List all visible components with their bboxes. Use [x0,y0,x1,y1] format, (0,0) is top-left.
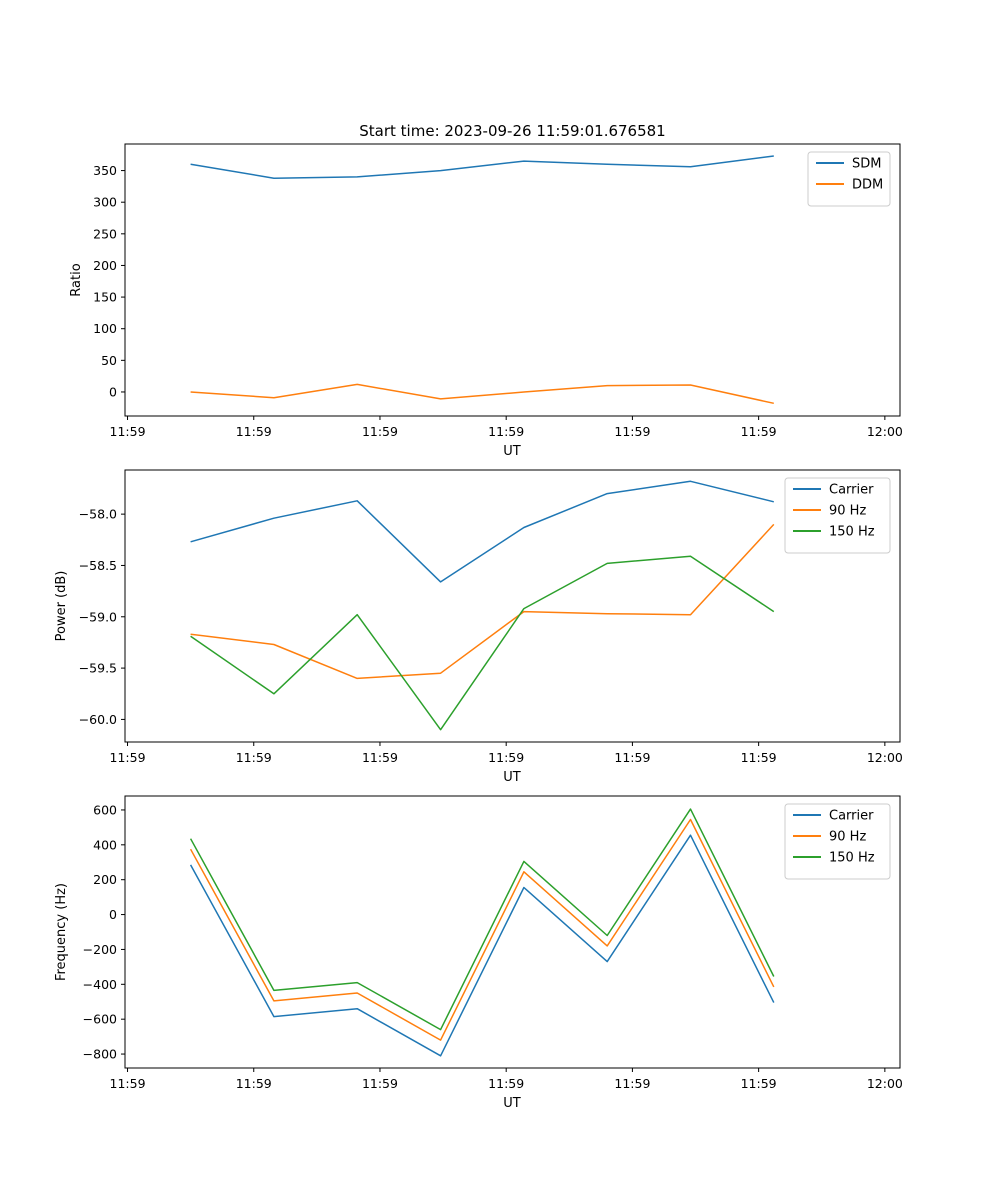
y-tick-label: 50 [101,353,117,368]
series-line-ddm [190,383,774,405]
x-tick-label: 11:59 [110,750,146,765]
legend-entry: 150 Hz [829,525,875,540]
y-tick-label: 250 [93,226,117,241]
y-tick-label: 150 [93,290,117,305]
legend-entry: SDM [852,157,881,172]
x-tick-label: 11:59 [488,750,524,765]
x-tick-label: 11:59 [110,424,146,439]
series-line-sdm [190,155,774,179]
x-tick-label: 11:59 [741,1076,777,1091]
legend-box [784,477,891,554]
y-tick-label: 200 [93,258,117,273]
x-tick-label: 11:59 [236,750,272,765]
legend-entry: Carrier [829,483,874,498]
x-tick-label: 11:59 [614,424,650,439]
x-tick-label: 11:59 [614,750,650,765]
y-tick-label: 600 [93,802,117,817]
x-axis-label: UT [503,444,521,459]
x-tick-label: 11:59 [236,1076,272,1091]
x-axis-label: UT [503,1096,521,1111]
y-tick-label: −800 [83,1047,117,1062]
x-tick-label: 12:00 [867,424,903,439]
x-tick-label: 11:59 [614,1076,650,1091]
x-tick-label: 11:59 [110,1076,146,1091]
x-tick-label: 11:59 [741,750,777,765]
y-tick-label: 200 [93,872,117,887]
y-tick-label: 100 [93,321,117,336]
x-tick-label: 11:59 [741,424,777,439]
x-tick-label: 11:59 [362,424,398,439]
x-tick-label: 11:59 [488,424,524,439]
y-tick-label: −59.5 [79,661,117,676]
legend-entry: 150 Hz [829,851,875,866]
x-axis-label: UT [503,770,521,785]
y-tick-label: −600 [83,1012,117,1027]
y-tick-label: −60.0 [79,712,117,727]
series-line-carrier [190,480,774,583]
series-line-150-hz [189,808,775,1031]
y-tick-label: 350 [93,163,117,178]
legend-entry: 90 Hz [829,830,866,845]
y-tick-label: −200 [83,942,117,957]
x-tick-label: 11:59 [362,750,398,765]
series-line-90-hz [190,523,775,680]
x-tick-label: 11:59 [362,1076,398,1091]
legend-box [784,803,891,880]
axes-frame [124,795,901,1069]
y-tick-label: −58.5 [79,558,117,573]
x-tick-label: 12:00 [867,1076,903,1091]
legend: Carrier 90 Hz 150 Hz [784,803,891,880]
legend-box [807,151,891,207]
axes-frame [124,469,901,743]
series-line-carrier [189,834,775,1057]
y-tick-label: −59.0 [79,609,117,624]
chart-panel-1: 11:59 11:59 11:59 11:59 11:59 11:59 12:00 0 50 10… [69,143,903,459]
x-tick-label: 11:59 [488,1076,524,1091]
y-tick-label: 0 [109,384,117,399]
y-tick-label: 0 [109,907,117,922]
figure-title: Start time: 2023-09-26 11:59:01.676581 [359,122,665,140]
legend-entry: Carrier [829,809,874,824]
legend: SDM DDM [807,151,891,207]
y-axis-label: Frequency (Hz) [54,883,69,981]
y-tick-label: 300 [93,195,117,210]
y-tick-label: −400 [83,977,117,992]
legend: Carrier 90 Hz 150 Hz [784,477,891,554]
legend-entry: DDM [852,178,883,193]
x-tick-label: 11:59 [236,424,272,439]
x-tick-label: 12:00 [867,750,903,765]
axes-frame [124,143,901,417]
y-tick-label: 400 [93,837,117,852]
y-axis-label: Power (dB) [54,571,69,642]
legend-entry: 90 Hz [829,504,866,519]
chart-panel-2: 11:59 11:59 11:59 11:59 11:59 11:59 12:00 −60.0… [54,469,903,785]
y-axis-label: Ratio [69,263,84,296]
chart-panel-3: 11:59 11:59 11:59 11:59 11:59 11:59 12:00 −800 −… [54,795,903,1111]
series-line-150-hz [190,555,775,731]
series-line-90-hz [189,818,775,1041]
y-tick-label: −58.0 [79,507,117,522]
